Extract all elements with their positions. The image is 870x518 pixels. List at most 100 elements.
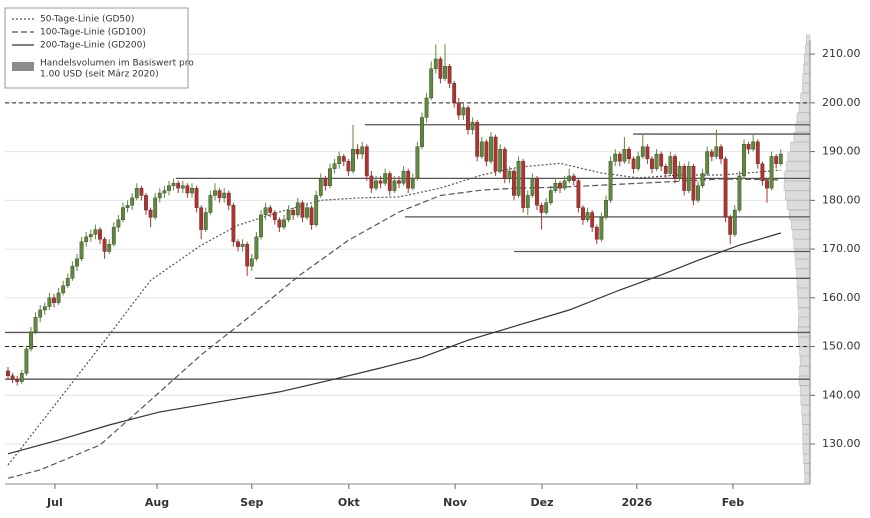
candle-body <box>507 170 512 179</box>
x-tick-label: Aug <box>145 496 169 509</box>
legend-label: Handelsvolumen im Basiswert pro <box>40 59 194 69</box>
x-tick-label: 2026 <box>621 496 652 509</box>
candle-body <box>650 158 654 169</box>
moving-average-line <box>7 232 781 455</box>
volume-bar <box>791 219 811 230</box>
volume-bar <box>802 73 811 84</box>
volume-bar <box>802 444 811 454</box>
volume-bar <box>802 434 811 444</box>
y-tick-label: 160.00 <box>822 291 861 304</box>
volume-bar <box>803 63 811 74</box>
candle-body <box>10 375 15 380</box>
candle-body <box>305 207 309 218</box>
candle-body <box>240 243 245 247</box>
candle-body <box>466 107 470 130</box>
candle-body <box>668 156 673 174</box>
candle-body <box>24 348 29 374</box>
candle-body <box>272 212 277 221</box>
candle-body <box>98 229 102 240</box>
y-tick-label: 170.00 <box>822 242 861 255</box>
candle-body <box>640 146 645 157</box>
candle-body <box>185 185 190 194</box>
volume-bar <box>790 141 811 152</box>
candle-body <box>369 175 374 189</box>
candle-body <box>79 241 84 260</box>
candle-body <box>410 178 415 189</box>
volume-bar <box>798 102 811 113</box>
x-tick-label: Sep <box>240 496 263 509</box>
candle-body <box>659 153 664 167</box>
moving-average-line <box>7 162 781 466</box>
candle-body <box>19 373 24 382</box>
candle-body <box>723 158 728 218</box>
volume-bar <box>796 278 811 289</box>
candle-body <box>673 156 677 179</box>
candle-body <box>153 197 158 218</box>
candle-body <box>627 148 631 160</box>
candle-body <box>663 166 668 174</box>
candle-body <box>742 144 746 177</box>
candle-body <box>636 156 641 169</box>
y-tick-label: 190.00 <box>822 145 861 158</box>
candle-body <box>259 214 263 238</box>
candle-body <box>530 178 535 196</box>
candle-body <box>461 107 466 116</box>
legend-swatch <box>12 62 34 71</box>
volume-bar <box>804 463 811 474</box>
legend-box <box>4 7 189 89</box>
volume-bar <box>804 54 811 64</box>
candle-body <box>75 258 79 267</box>
candle-body <box>686 166 691 191</box>
candle-body <box>737 175 742 211</box>
candle-body <box>226 192 231 206</box>
candle-body <box>282 219 286 228</box>
candle-body <box>475 122 480 157</box>
volume-bar <box>788 210 811 220</box>
plot-area: 130.00 140.00 150.00 160.00 170.00 180.00 190.… <box>5 34 861 509</box>
candle-body <box>585 212 590 221</box>
candle-body <box>479 141 484 157</box>
volume-bar <box>799 366 811 376</box>
candle-body <box>144 195 148 211</box>
volume-bar <box>804 473 811 483</box>
candle-body <box>544 202 549 213</box>
x-tick-label: Dez <box>531 496 554 509</box>
candle-body <box>157 192 162 199</box>
candle-body <box>746 144 751 150</box>
y-tick-label: 180.00 <box>822 193 861 206</box>
candle-body <box>360 146 365 155</box>
candle-body <box>190 187 194 194</box>
candle-body <box>415 146 420 179</box>
candle-body <box>525 195 530 208</box>
candle-body <box>456 102 461 116</box>
candle-body <box>346 161 351 172</box>
volume-bar <box>801 83 811 94</box>
candle-body <box>443 66 447 79</box>
candle-body <box>318 178 323 196</box>
candle-body <box>222 192 227 199</box>
candle-body <box>700 173 705 186</box>
y-tick-label: 200.00 <box>822 96 861 109</box>
candle-body <box>286 209 291 221</box>
candle-body <box>208 195 213 213</box>
candle-body <box>654 153 659 169</box>
candle-body <box>755 141 760 164</box>
candle-body <box>236 241 240 247</box>
candle-body <box>199 207 204 230</box>
candle-body <box>714 146 719 157</box>
candle-body <box>604 200 608 218</box>
volume-bar <box>795 258 811 269</box>
candle-body <box>576 180 581 208</box>
candle-body <box>52 297 56 303</box>
volume-bar <box>801 405 811 415</box>
candle-body <box>351 148 355 172</box>
candle-body <box>696 185 700 201</box>
legend-label: 200-Tage-Linie (GD200) <box>40 41 146 51</box>
candle-body <box>93 229 98 235</box>
y-tick-label: 130.00 <box>822 437 861 450</box>
legend-label: 50-Tage-Linie (GD50) <box>40 15 134 25</box>
candle-body <box>254 236 259 260</box>
volume-bar <box>784 171 811 181</box>
candle-body <box>217 190 222 199</box>
candle-body <box>424 97 429 118</box>
